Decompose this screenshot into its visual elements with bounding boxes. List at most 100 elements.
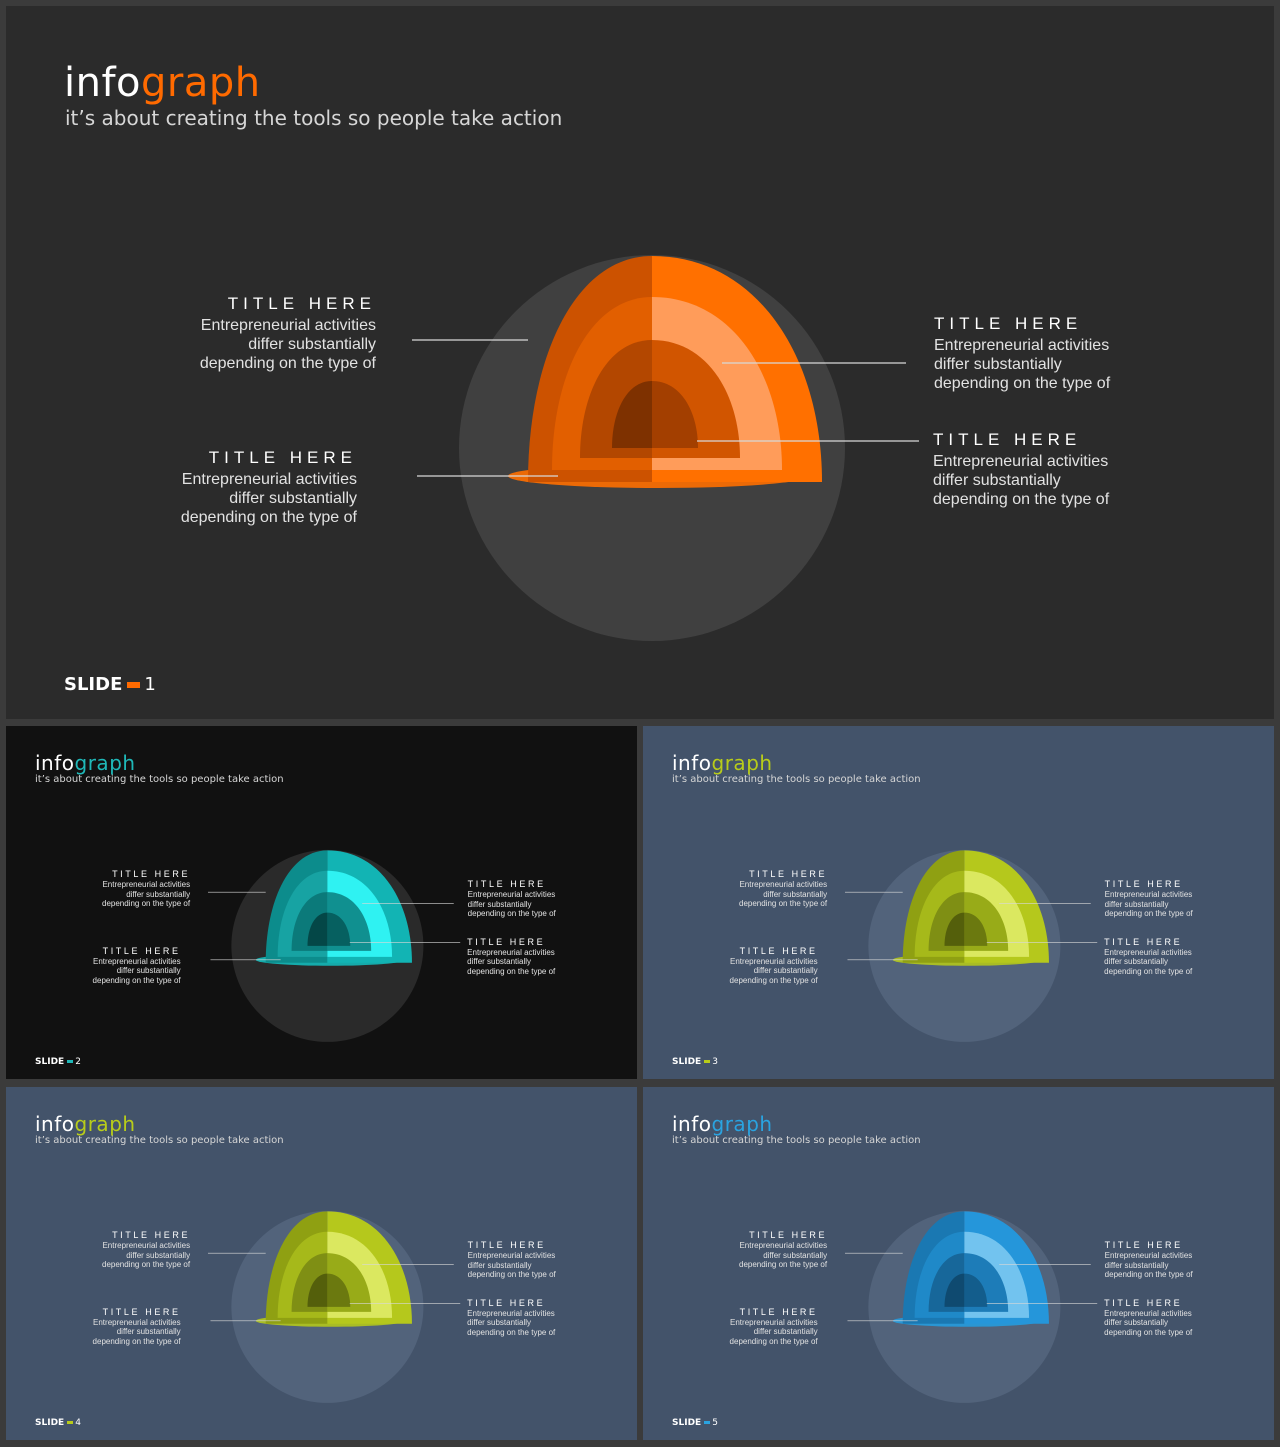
callout-2: TITLE HERE Entrepreneurial activities diff… [181, 448, 357, 527]
callout-3: TITLE HERE Entrepreneurial activities diff… [468, 1240, 556, 1280]
callout-body-line: depending on the type of [199, 355, 376, 372]
brand-prefix: info [64, 60, 142, 106]
callout-2: TITLE HERE Entrepreneurial activities diff… [730, 946, 818, 986]
callout-body-line: depending on the type of [1104, 966, 1193, 976]
slide-3[interactable]: infograph it’s about creating the tools s… [643, 726, 1274, 1079]
callout-body-line: differ substantially [467, 1318, 532, 1328]
slide-number: SLIDE 1 [64, 674, 156, 695]
callout-3: TITLE HERE Entrepreneurial activities diff… [468, 879, 556, 919]
callout-body-line: differ substantially [467, 957, 532, 967]
brand-accent: graph [74, 1112, 136, 1136]
accent-dash-icon [704, 1421, 711, 1424]
callout-body-line: Entrepreneurial activities [93, 1317, 181, 1327]
callout-4: TITLE HERE Entrepreneurial activities diff… [933, 430, 1109, 509]
brand-logo: infograph [672, 1112, 773, 1136]
brand-accent: graph [141, 60, 261, 106]
brand-accent: graph [74, 751, 136, 775]
callout-title: TITLE HERE [1104, 879, 1183, 890]
callout-4: TITLE HERE Entrepreneurial activities diff… [1104, 937, 1192, 977]
callout-body-line: depending on the type of [739, 899, 828, 909]
callout-title: TITLE HERE [467, 936, 546, 947]
callout-body-line: Entrepreneurial activities [730, 956, 818, 966]
callout-body-line: Entrepreneurial activities [933, 453, 1109, 470]
callout-body-line: Entrepreneurial activities [1104, 947, 1192, 957]
core-layer-right [327, 912, 351, 946]
callout-body-line: depending on the type of [1104, 909, 1193, 919]
callout-body-line: differ substantially [126, 889, 191, 899]
slide-4[interactable]: infograph it’s about creating the tools s… [6, 1087, 637, 1440]
slide-number-value: 1 [144, 674, 156, 695]
tagline: it’s about creating the tools so people … [35, 1135, 284, 1146]
callout-body-line: Entrepreneurial activities [1104, 1251, 1193, 1261]
callout-body-line: depending on the type of [1104, 1270, 1193, 1280]
accent-dash-icon [704, 1060, 711, 1063]
slide-2[interactable]: infograph it’s about creating the tools s… [6, 726, 637, 1079]
core-layer-left [944, 1273, 965, 1307]
earth-core-diagram [844, 1210, 1098, 1403]
callout-1: TITLE HERE Entrepreneurial activities diff… [200, 294, 376, 373]
core-layer-left [612, 381, 652, 448]
callout-body-line: differ substantially [1104, 957, 1169, 967]
slide-number: SLIDE 4 [35, 1418, 81, 1428]
callout-body-line: differ substantially [763, 1250, 828, 1260]
callout-body-line: depending on the type of [92, 975, 181, 985]
brand-logo: infograph [672, 751, 773, 775]
slide-number: SLIDE 2 [35, 1057, 81, 1067]
callout-title: TITLE HERE [1104, 1297, 1183, 1308]
callout-3: TITLE HERE Entrepreneurial activities diff… [1105, 879, 1193, 919]
callout-title: TITLE HERE [1104, 1240, 1183, 1251]
callout-2: TITLE HERE Entrepreneurial activities diff… [93, 946, 181, 986]
callout-body-line: Entrepreneurial activities [181, 471, 357, 488]
brand-logo: infograph [64, 60, 261, 106]
slide-5[interactable]: infograph it’s about creating the tools s… [643, 1087, 1274, 1440]
slide-number: SLIDE 3 [672, 1057, 718, 1067]
callout-2: TITLE HERE Entrepreneurial activities diff… [93, 1307, 181, 1347]
callout-title: TITLE HERE [227, 294, 376, 313]
callout-body-line: depending on the type of [739, 1260, 828, 1270]
callout-4: TITLE HERE Entrepreneurial activities diff… [467, 1298, 555, 1338]
callout-body-line: differ substantially [467, 1260, 532, 1270]
tagline: it’s about creating the tools so people … [65, 106, 563, 130]
callout-body-line: depending on the type of [934, 375, 1111, 392]
brand-accent: graph [711, 751, 773, 775]
callout-body-line: differ substantially [116, 966, 181, 976]
callout-body-line: depending on the type of [467, 909, 556, 919]
brand-logo: infograph [35, 1112, 136, 1136]
callout-body-line: Entrepreneurial activities [739, 880, 828, 890]
core-layer-right [964, 1273, 988, 1307]
slide-number: SLIDE 5 [672, 1418, 718, 1428]
callout-title: TITLE HERE [102, 945, 181, 956]
slide-number-value: 5 [712, 1418, 718, 1428]
callout-body-line: differ substantially [229, 490, 357, 507]
callout-body-line: differ substantially [1104, 1318, 1169, 1328]
core-layer-right [964, 912, 988, 946]
callout-body-line: Entrepreneurial activities [934, 337, 1110, 354]
slide-1[interactable]: infograph it’s about creating the tools s… [6, 6, 1274, 719]
callout-3: TITLE HERE Entrepreneurial activities diff… [934, 314, 1110, 393]
callout-title: TITLE HERE [208, 448, 357, 467]
brand-prefix: info [672, 1112, 712, 1136]
callout-body-line: depending on the type of [102, 899, 191, 909]
callout-1: TITLE HERE Entrepreneurial activities diff… [102, 1230, 190, 1270]
callout-title: TITLE HERE [467, 879, 546, 890]
accent-dash-icon [127, 682, 141, 688]
core-layer-right [327, 1273, 351, 1307]
callout-body-line: depending on the type of [729, 1336, 818, 1346]
callout-body-line: differ substantially [467, 899, 532, 909]
tagline: it’s about creating the tools so people … [672, 774, 921, 785]
callout-body-line: depending on the type of [102, 1260, 191, 1270]
callout-body-line: differ substantially [763, 889, 828, 899]
callout-body-line: differ substantially [1104, 1260, 1169, 1270]
slide-label: SLIDE [672, 1057, 702, 1067]
slide-number-value: 2 [75, 1057, 81, 1067]
callout-3: TITLE HERE Entrepreneurial activities diff… [1105, 1240, 1193, 1280]
callout-body-line: Entrepreneurial activities [467, 947, 555, 957]
callout-body-line: Entrepreneurial activities [730, 1317, 818, 1327]
callout-title: TITLE HERE [934, 314, 1083, 333]
callout-title: TITLE HERE [749, 1230, 828, 1241]
callout-title: TITLE HERE [102, 1306, 181, 1317]
callout-title: TITLE HERE [1104, 936, 1183, 947]
callout-body-line: Entrepreneurial activities [467, 890, 556, 900]
brand-prefix: info [35, 1112, 75, 1136]
callout-body-line: depending on the type of [729, 975, 818, 985]
